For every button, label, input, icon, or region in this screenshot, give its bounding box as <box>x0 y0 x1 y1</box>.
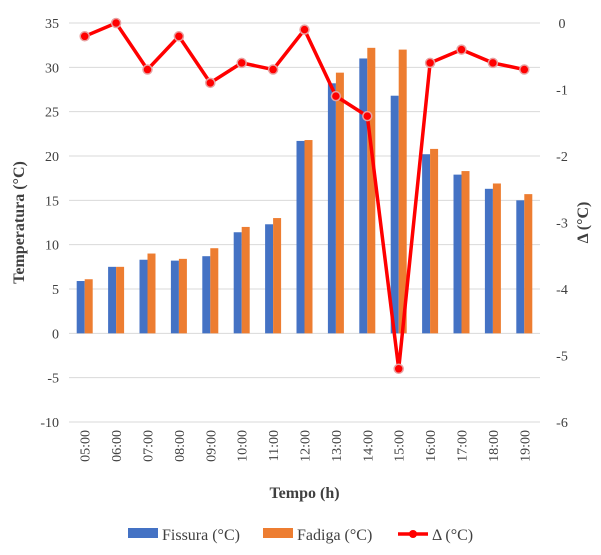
delta-point <box>519 64 530 75</box>
bar-fadiga <box>524 194 533 334</box>
bar-fissura <box>265 224 274 334</box>
bar-fissura <box>170 260 179 334</box>
y2-tick-label: -4 <box>556 283 568 298</box>
x-tick-label: 12:00 <box>299 430 314 462</box>
bar-fissura <box>327 83 336 334</box>
legend-label: Fissura (°C) <box>162 527 240 544</box>
bar-fissura <box>390 95 399 334</box>
bar-fissura <box>139 259 148 334</box>
y2-tick-label: -3 <box>556 217 568 232</box>
bar-fadiga <box>430 148 439 334</box>
bar-fadiga <box>84 279 93 334</box>
x-tick-label: 16:00 <box>424 430 439 462</box>
y-tick-label: 10 <box>45 239 59 254</box>
bar-fissura <box>422 154 431 334</box>
y-tick-label: 0 <box>52 327 59 342</box>
bar-fissura <box>76 281 85 334</box>
bar-fissura <box>296 140 305 334</box>
bar-fadiga <box>116 266 125 334</box>
delta-point <box>393 363 404 375</box>
x-tick-label: 13:00 <box>330 430 345 462</box>
y-tick-label: 25 <box>45 106 59 121</box>
bar-fadiga <box>367 47 376 334</box>
x-tick-label: 09:00 <box>204 430 219 462</box>
x-tick-label: 11:00 <box>267 430 282 461</box>
x-tick-label: 19:00 <box>518 430 533 462</box>
delta-point <box>362 110 373 122</box>
bar-fissura <box>484 188 493 334</box>
y2-tick-label: -2 <box>556 150 568 165</box>
bar-fadiga <box>304 140 313 334</box>
y2-tick-label: -6 <box>556 416 568 431</box>
y-tick-label: 5 <box>52 283 59 298</box>
x-tick-label: 05:00 <box>79 430 94 462</box>
bar-fadiga <box>273 218 282 334</box>
bar-fadiga <box>147 253 156 334</box>
delta-point <box>330 90 342 102</box>
x-tick-label: 14:00 <box>361 430 376 462</box>
y-tick-label: -10 <box>40 416 59 431</box>
bar-fadiga <box>178 258 187 334</box>
legend-label: Δ (°C) <box>432 527 473 544</box>
delta-point <box>236 57 247 69</box>
y2-axis-title: Δ (°C) <box>575 202 592 244</box>
y-tick-label: 15 <box>45 194 59 209</box>
x-tick-label: 10:00 <box>236 430 251 462</box>
x-tick-label: 08:00 <box>173 430 188 462</box>
bar-fissura <box>233 232 242 334</box>
y-axis-title: Temperatura (°C) <box>11 161 28 284</box>
bar-fadiga <box>335 72 344 334</box>
delta-point <box>424 57 436 69</box>
y-tick-label: 20 <box>45 150 59 165</box>
y-tick-label: 35 <box>45 17 59 32</box>
y2-tick-label: -5 <box>556 350 568 365</box>
bar-fissura <box>202 256 211 334</box>
legend-swatch <box>263 528 293 538</box>
bar-fissura <box>359 58 368 334</box>
bar-fissura <box>108 266 117 334</box>
x-tick-label: 07:00 <box>142 430 157 462</box>
delta-point <box>173 31 185 42</box>
x-tick-label: 17:00 <box>456 430 471 462</box>
bar-fissura <box>516 200 525 334</box>
delta-point <box>456 44 467 55</box>
x-tick-label: 06:00 <box>110 430 125 462</box>
delta-point <box>205 77 216 89</box>
y-tick-label: -5 <box>47 372 59 387</box>
bar-fadiga <box>241 226 250 334</box>
bar-fissura <box>453 174 462 334</box>
x-tick-label: 18:00 <box>487 430 502 462</box>
y2-tick-label: 0 <box>559 17 566 32</box>
legend-swatch <box>128 528 158 538</box>
y2-tick-label: -1 <box>556 84 568 99</box>
y-tick-label: 30 <box>45 61 59 76</box>
delta-point <box>299 24 310 35</box>
bar-fadiga <box>398 49 407 334</box>
x-tick-label: 15:00 <box>393 430 408 462</box>
delta-point <box>110 17 122 29</box>
bar-fadiga <box>461 171 470 334</box>
bar-fadiga <box>492 183 501 334</box>
delta-point <box>79 31 90 42</box>
delta-point <box>487 57 499 69</box>
delta-point <box>267 64 279 75</box>
bar-fadiga <box>210 248 219 334</box>
x-axis-title: Tempo (h) <box>269 485 339 502</box>
delta-point <box>142 64 153 75</box>
legend-label: Fadiga (°C) <box>297 527 372 544</box>
